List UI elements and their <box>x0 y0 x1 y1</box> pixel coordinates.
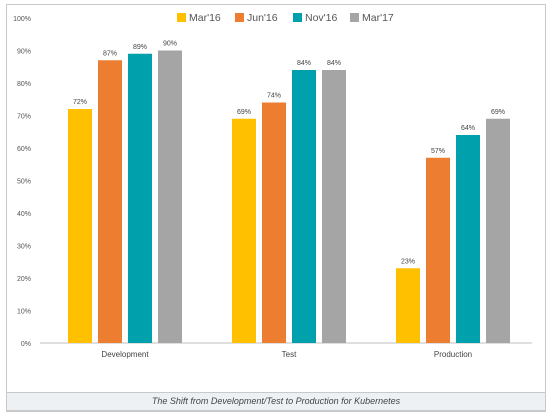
data-label: 72% <box>73 99 87 106</box>
bar <box>426 157 450 343</box>
data-label: 84% <box>297 60 311 67</box>
y-tick-label: 60% <box>17 146 31 153</box>
legend-label: Mar'16 <box>189 12 221 24</box>
bar <box>486 118 510 343</box>
y-tick-label: 80% <box>17 81 31 88</box>
y-tick-label: 30% <box>17 244 31 251</box>
data-label: 64% <box>461 125 475 132</box>
bar-chart: 0% 10% 20% 30% 40% 50% 60% 70% 80% 90% 100% 72% 87% 8… <box>13 12 532 359</box>
data-label: 74% <box>267 93 281 100</box>
data-label: 23% <box>401 258 415 265</box>
bar <box>68 109 92 343</box>
x-tick-label: Test <box>282 350 297 359</box>
data-label: 89% <box>133 44 147 51</box>
legend-label: Mar'17 <box>362 12 394 24</box>
y-tick-label: 90% <box>17 49 31 56</box>
data-label: 90% <box>163 41 177 48</box>
bar <box>456 135 480 343</box>
legend-label: Jun'16 <box>247 12 278 24</box>
data-label: 87% <box>103 50 117 57</box>
y-tick-label: 40% <box>17 211 31 218</box>
bar <box>396 268 420 343</box>
bar <box>262 102 286 343</box>
legend-swatch <box>350 13 359 22</box>
legend-label: Nov'16 <box>305 12 338 24</box>
legend-swatch <box>177 13 186 22</box>
x-tick-label: Production <box>434 350 472 359</box>
data-label: 57% <box>431 148 445 155</box>
bar <box>292 70 316 343</box>
bar <box>128 53 152 343</box>
data-label: 69% <box>237 109 251 116</box>
data-label: 84% <box>327 60 341 67</box>
y-tick-label: 50% <box>17 179 31 186</box>
caption-bar: The Shift from Development/Test to Produ… <box>6 392 546 411</box>
y-tick-label: 70% <box>17 114 31 121</box>
y-tick-label: 20% <box>17 276 31 283</box>
legend-swatch <box>235 13 244 22</box>
bar <box>232 118 256 343</box>
chart-caption: The Shift from Development/Test to Produ… <box>151 396 401 406</box>
bar <box>98 60 122 343</box>
data-label: 69% <box>491 109 505 116</box>
x-tick-label: Development <box>101 350 149 359</box>
y-tick-label: 100% <box>13 16 31 23</box>
legend-swatch <box>293 13 302 22</box>
bar <box>158 50 182 343</box>
y-tick-label: 0% <box>21 341 31 348</box>
y-tick-label: 10% <box>17 309 31 316</box>
bar <box>322 70 346 343</box>
